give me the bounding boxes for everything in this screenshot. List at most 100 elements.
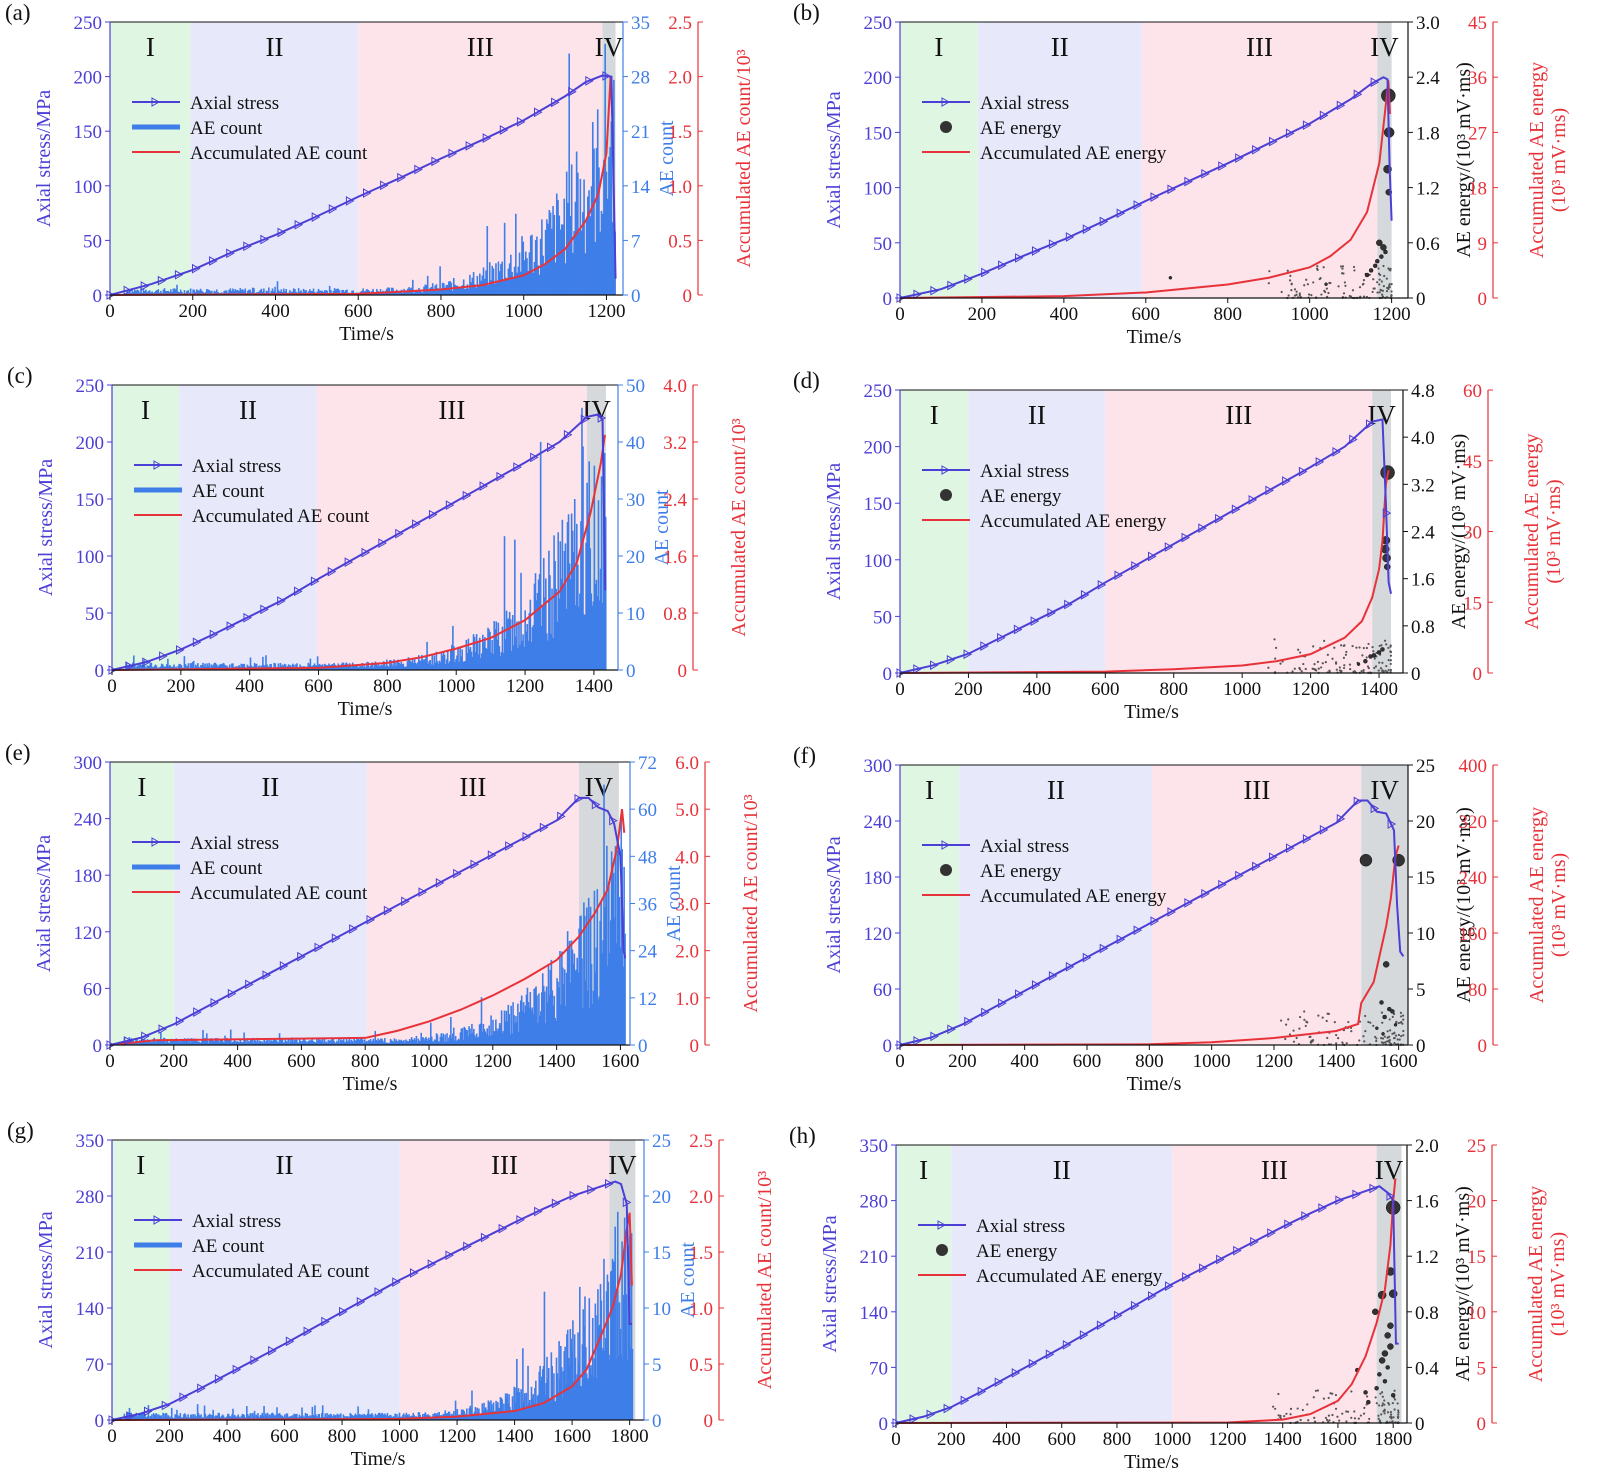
axial-stress-marker xyxy=(964,274,973,284)
ae-count-bar xyxy=(145,289,147,295)
ae-energy-dot xyxy=(1279,1416,1282,1419)
ae-count-bar xyxy=(394,292,397,295)
x-tick-label: 1400 xyxy=(1264,1429,1302,1450)
ae-count-bar xyxy=(149,662,152,670)
ae-count-bar xyxy=(291,1037,293,1045)
ae-count-bar xyxy=(556,978,558,1045)
ae-count-bar xyxy=(164,1042,167,1045)
ae-count-bar xyxy=(135,1412,138,1420)
ae-count-bar xyxy=(269,1415,271,1420)
ae-energy-dot xyxy=(1295,290,1298,293)
axial-stress-marker xyxy=(1080,590,1090,600)
ae-count-bar xyxy=(621,848,623,1045)
axial-stress-marker xyxy=(268,1345,277,1356)
axial-stress-marker xyxy=(1369,1183,1378,1194)
ae-count-bar xyxy=(420,291,423,295)
axial-stress-marker xyxy=(1116,208,1126,219)
ae-count-bar xyxy=(177,291,180,295)
ae-count-bar xyxy=(534,240,537,295)
legend-stress-marker xyxy=(151,837,161,847)
ae-count-bar xyxy=(444,1034,446,1045)
ae-count-bar xyxy=(537,1394,540,1420)
ae-count-bar xyxy=(349,1412,352,1420)
ae-count-bar xyxy=(326,1043,329,1045)
left-axis-title: Axial stress/MPa xyxy=(33,835,55,972)
ae-count-bar xyxy=(540,1380,542,1420)
ae-energy-dot xyxy=(1391,1015,1394,1018)
ae-count-bar xyxy=(346,1041,349,1045)
left-tick-label: 180 xyxy=(74,866,103,887)
ae-count-bar xyxy=(540,992,543,1045)
axial-stress-marker xyxy=(1079,1330,1089,1340)
ae-count-bar xyxy=(396,1414,398,1420)
x-tick-label: 1000 xyxy=(1291,304,1329,325)
ae-count-bar xyxy=(278,1412,281,1420)
ae-count-bar xyxy=(154,664,157,670)
ae-count-bar xyxy=(321,1405,324,1420)
ae-count-bar xyxy=(629,1347,632,1420)
ae-energy-point xyxy=(1366,1399,1371,1405)
ae-energy-dot xyxy=(1389,269,1392,272)
ae-count-bar xyxy=(493,621,495,670)
legend-label: Accumulated AE count xyxy=(192,1261,370,1282)
ae-count-bar xyxy=(394,662,396,670)
ae-count-bar xyxy=(550,633,552,670)
ae-count-bar xyxy=(396,1041,399,1045)
axial-stress-marker xyxy=(547,442,556,453)
ae-count-bar xyxy=(232,1041,235,1045)
ae-count-bar xyxy=(153,1037,155,1045)
mid-tick-label: 15 xyxy=(1416,868,1435,889)
axial-stress-marker xyxy=(448,148,458,159)
ae-count-bar xyxy=(541,1369,544,1420)
ae-energy-dot xyxy=(1347,1020,1350,1024)
x-tick-label: 200 xyxy=(954,679,983,700)
axial-stress-marker xyxy=(1267,1228,1276,1238)
ae-count-bar xyxy=(264,1413,267,1420)
ae-count-bar xyxy=(142,664,144,670)
ae-count-bar xyxy=(593,148,595,295)
ae-count-bar xyxy=(155,1413,158,1420)
axial-stress-marker xyxy=(1285,128,1295,139)
ae-count-bar xyxy=(436,661,439,670)
axial-stress-marker xyxy=(930,660,939,671)
mid-tick-label: 5 xyxy=(1416,980,1426,1001)
ae-count-bar xyxy=(306,1042,309,1045)
ae-count-bar xyxy=(564,543,567,670)
axial-stress-marker xyxy=(142,657,151,668)
ae-count-bar xyxy=(533,988,535,1045)
ae-energy-dot xyxy=(1386,1030,1389,1033)
ae-count-bar xyxy=(145,1417,147,1420)
ae-energy-dot xyxy=(1384,1041,1387,1044)
ae-count-bar xyxy=(178,292,181,295)
ae-count-bar xyxy=(182,1039,184,1045)
ae-count-bar xyxy=(157,1414,159,1420)
ae-count-bar xyxy=(371,1414,374,1420)
ae-count-bar xyxy=(602,1347,604,1420)
ae-count-bar xyxy=(144,666,146,670)
ae-count-bar xyxy=(336,1040,338,1045)
ae-count-bar xyxy=(519,1409,522,1420)
ae-count-bar xyxy=(450,1017,452,1045)
axial-stress-marker xyxy=(551,1198,561,1209)
ae-count-bar xyxy=(560,578,563,670)
ae-count-bar xyxy=(195,666,198,670)
ae-count-bar xyxy=(214,291,217,295)
ae-count-bar xyxy=(359,665,361,670)
ae-count-bar xyxy=(585,907,588,1045)
axial-stress-marker xyxy=(174,269,184,280)
ae-count-bar xyxy=(504,1021,507,1045)
axial-stress-marker xyxy=(1335,1195,1344,1206)
ae-count-bar xyxy=(440,651,443,670)
ae-energy-dot xyxy=(1367,667,1370,670)
ae-count-bar xyxy=(155,1041,157,1045)
axial-stress-marker xyxy=(522,831,532,842)
ae-count-bar xyxy=(493,283,496,295)
axial-stress-marker xyxy=(395,528,404,539)
ae-count-bar xyxy=(365,1415,367,1420)
ae-count-bar xyxy=(539,1365,541,1420)
x-tick-label: 1000 xyxy=(410,1051,448,1072)
ae-count-bar xyxy=(498,1023,501,1045)
ae-count-bar xyxy=(290,1416,293,1420)
ae-energy-dot xyxy=(1283,1415,1286,1418)
stage-band-II xyxy=(190,22,359,295)
